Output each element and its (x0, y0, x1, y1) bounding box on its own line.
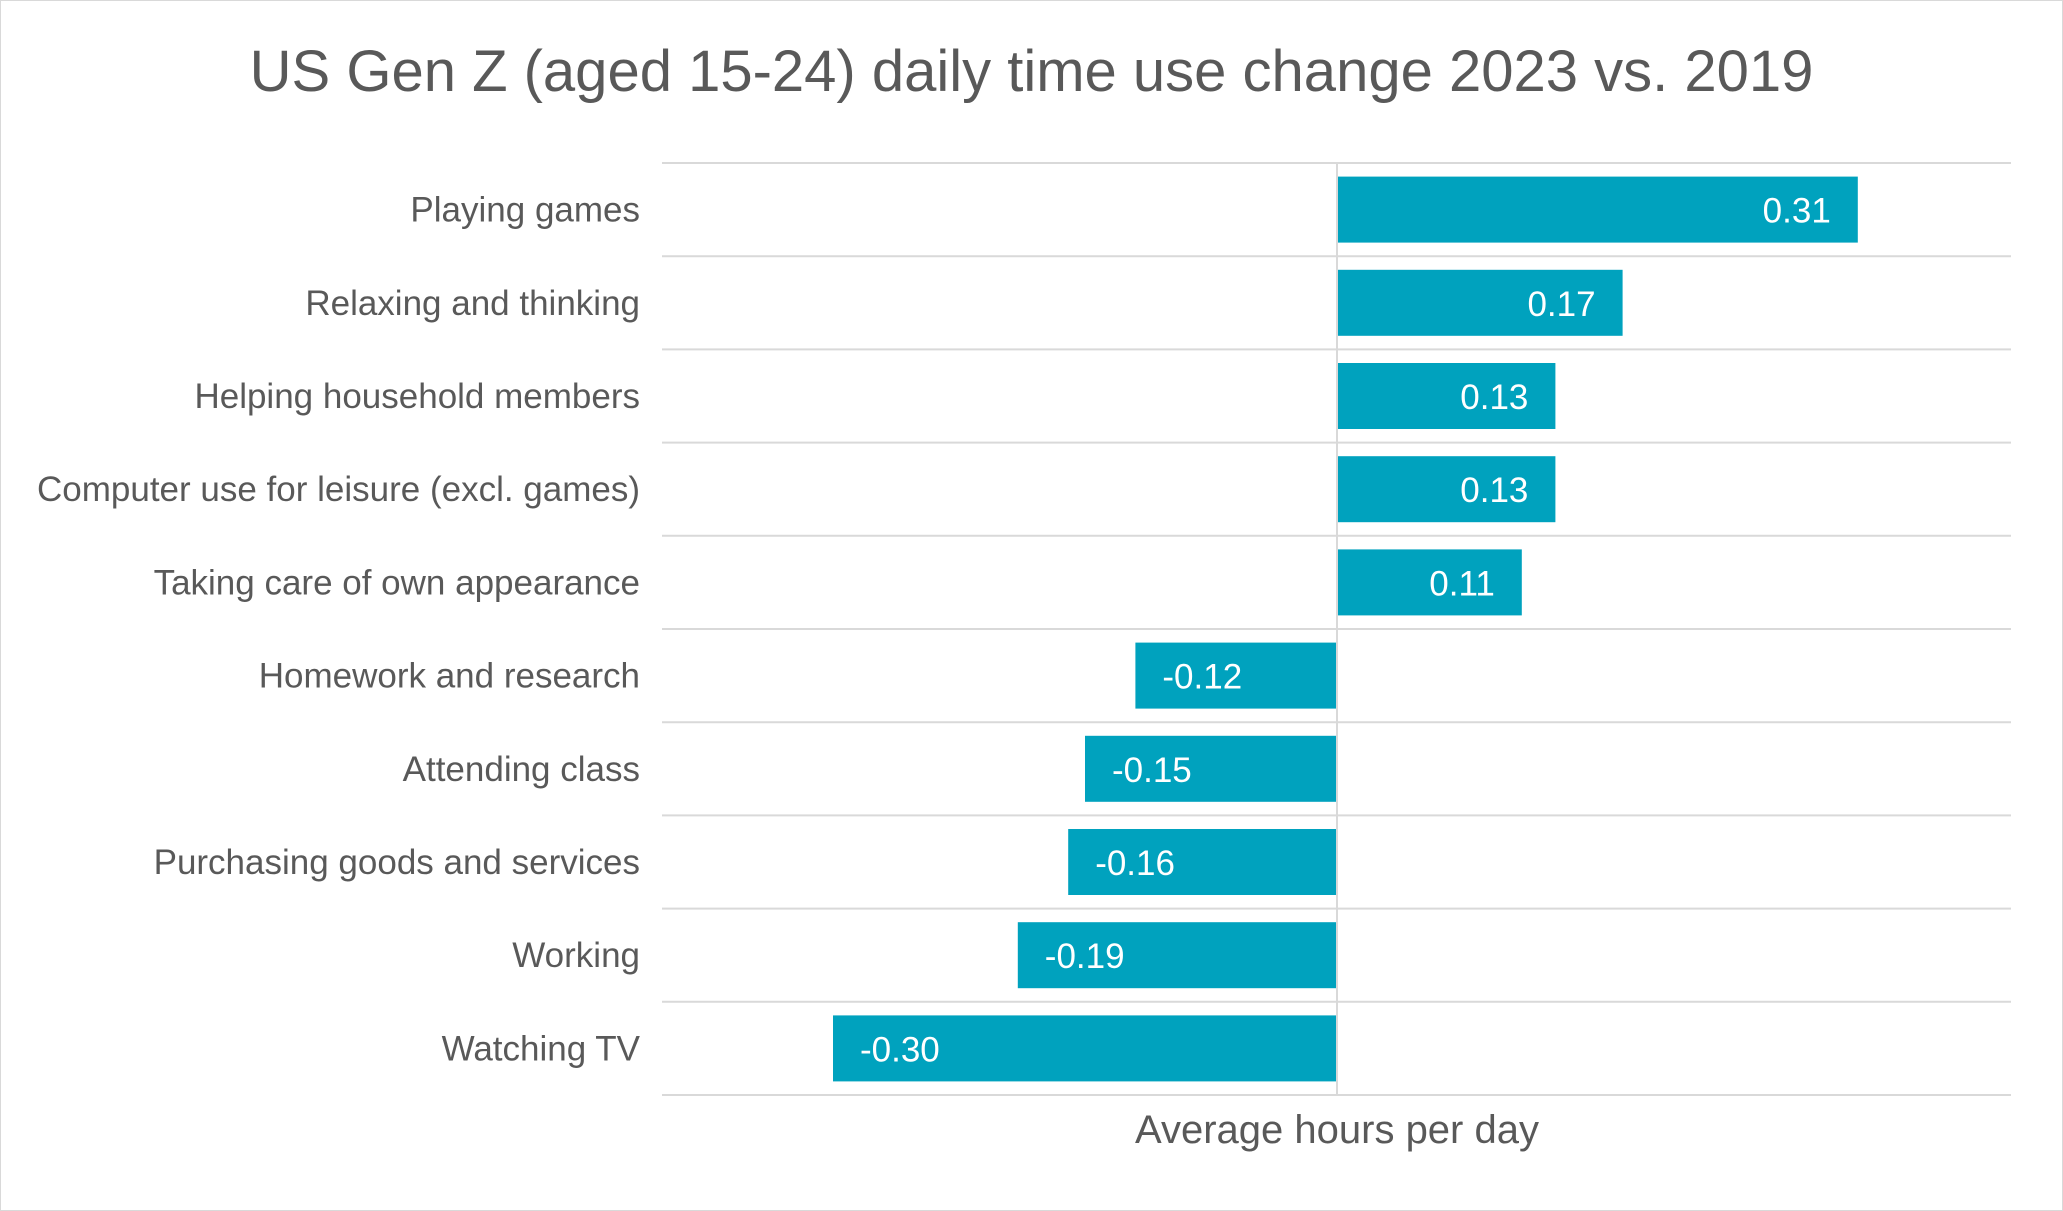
data-label: -0.15 (1112, 751, 1192, 790)
category-label: Taking care of own appearance (154, 563, 640, 602)
chart-title: US Gen Z (aged 15-24) daily time use cha… (249, 39, 1814, 104)
bar (1337, 549, 1522, 616)
data-label: 0.13 (1460, 378, 1528, 417)
data-label: 0.11 (1429, 564, 1495, 603)
bar (1337, 363, 1556, 429)
category-labels: Playing games Relaxing and thinking Helpin… (37, 191, 641, 1069)
category-label: Purchasing goods and services (154, 843, 640, 882)
bar (1337, 176, 1858, 243)
bar (1337, 456, 1556, 523)
x-axis-title: Average hours per day (1135, 1108, 1539, 1152)
bar (1085, 735, 1337, 802)
data-label: -0.16 (1095, 844, 1175, 883)
category-label: Watching TV (442, 1029, 641, 1068)
data-label: 0.13 (1460, 471, 1528, 510)
category-label: Playing games (410, 191, 640, 230)
value-labels: 0.31 0.17 0.13 0.13 0.11 -0.12 -0.15 -0.16 -0.19… (860, 192, 1831, 1070)
data-label: -0.30 (860, 1030, 940, 1069)
data-label: -0.19 (1045, 937, 1125, 976)
category-label: Homework and research (259, 657, 640, 696)
bar (1017, 922, 1337, 989)
bar (833, 1015, 1337, 1082)
category-label: Working (512, 936, 640, 975)
bars (833, 176, 1858, 1082)
data-label: 0.17 (1527, 285, 1595, 324)
data-label: -0.12 (1162, 658, 1242, 697)
category-label: Helping household members (194, 377, 640, 416)
bar (1337, 269, 1623, 336)
category-label: Attending class (403, 750, 640, 789)
category-label: Computer use for leisure (excl. games) (37, 470, 640, 509)
bar (1068, 829, 1337, 895)
category-label: Relaxing and thinking (305, 284, 640, 323)
data-label: 0.31 (1763, 192, 1831, 231)
bar (1135, 642, 1337, 709)
